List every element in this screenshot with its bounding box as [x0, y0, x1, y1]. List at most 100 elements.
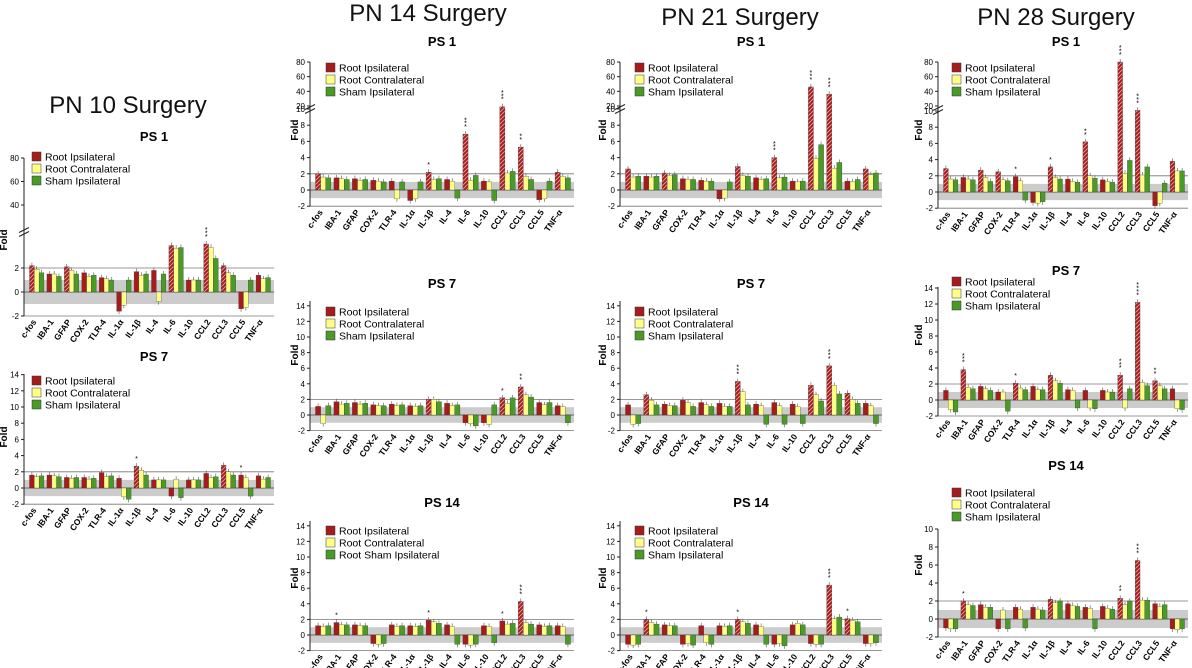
bar-sham-ipsilateral-6	[745, 176, 751, 191]
legend-swatch-root-ipsilateral	[951, 62, 962, 73]
bar-root-contralateral-0	[948, 618, 954, 630]
bar-sham-ipsilateral-9	[491, 634, 497, 643]
significance-marker: *	[962, 591, 965, 598]
y-tick-label: 80	[296, 58, 305, 67]
bar-root-ipsilateral-2	[64, 477, 70, 489]
bar-root-contralateral-3	[375, 180, 382, 191]
bar-root-contralateral-8	[1087, 399, 1093, 409]
bar-root-ipsilateral-12	[238, 474, 244, 489]
bar-sham-ipsilateral-0	[325, 625, 332, 636]
chart-title: PS 1	[428, 34, 456, 49]
bar-sham-ipsilateral-1	[653, 176, 660, 191]
bar-root-contralateral-3	[86, 276, 92, 293]
bar-sham-ipsilateral-9	[800, 414, 806, 424]
bar-root-contralateral-3	[685, 634, 691, 644]
bar-sham-ipsilateral-4	[708, 180, 715, 191]
bar-root-contralateral-6	[1052, 177, 1058, 193]
x-tick-label: COX-2	[982, 417, 1005, 444]
bar-sham-ipsilateral-12	[854, 179, 861, 191]
bar-root-contralateral-2	[69, 270, 75, 293]
legend-swatch-root-ipsilateral	[951, 276, 962, 287]
bar-root-contralateral-11	[831, 618, 837, 636]
legend-swatch-root-ipsilateral	[31, 375, 42, 386]
bar-root-contralateral-9	[1105, 181, 1111, 193]
y-tick-label: 2	[301, 395, 306, 404]
y-tick-label: 6	[611, 364, 616, 373]
bar-root-ipsilateral-8	[1082, 141, 1088, 193]
bar-root-contralateral-4	[394, 405, 400, 416]
x-tick-label: TNF-α	[542, 651, 565, 668]
x-tick-label: IL-10	[780, 652, 800, 668]
bar-root-ipsilateral-2	[978, 386, 984, 401]
bar-root-ipsilateral-4	[389, 180, 395, 191]
x-tick-label: IL-1β	[725, 432, 745, 454]
y-tick-label: 6	[611, 584, 616, 593]
bar-root-ipsilateral-7	[444, 624, 450, 636]
bar-sham-ipsilateral-4	[108, 475, 114, 489]
column-title-pn28: PN 28 Surgery	[977, 4, 1135, 31]
x-tick-label: TLR-4	[686, 207, 708, 233]
bar-root-ipsilateral-2	[978, 169, 984, 193]
x-tick-label: TLR-4	[377, 207, 399, 233]
bar-sham-ipsilateral-4	[399, 181, 405, 191]
x-tick-label: CCL3	[209, 505, 230, 529]
x-tick-label: IL-1α	[706, 207, 726, 230]
bar-sham-ipsilateral-11	[1144, 599, 1150, 620]
bar-root-contralateral-8	[173, 247, 179, 293]
x-tick-label: IL-1α	[397, 431, 417, 454]
legend-label: Root Ipsilateral	[648, 63, 718, 75]
bar-sham-ipsilateral-6	[436, 178, 442, 191]
bar-sham-ipsilateral-10	[509, 623, 516, 636]
x-tick-label: IL-4	[1057, 638, 1074, 656]
x-tick-label: CCL3	[507, 207, 528, 231]
bar-root-ipsilateral-2	[352, 402, 358, 416]
legend-swatch-sham-ipsilateral	[325, 330, 336, 341]
bar-root-ipsilateral-5	[716, 625, 723, 636]
y-axis-label: Fold	[290, 119, 301, 140]
y-tick-label: 4	[611, 380, 616, 389]
bar-root-contralateral-7	[156, 291, 162, 302]
bar-root-contralateral-10	[1122, 604, 1128, 620]
bar-root-ipsilateral-3	[680, 178, 686, 191]
bar-root-ipsilateral-4	[698, 625, 704, 636]
x-tick-label: IL-6	[455, 207, 472, 225]
y-tick-label: 60	[10, 178, 19, 187]
bar-root-ipsilateral-13	[255, 275, 262, 293]
x-tick-label: c-fos	[615, 652, 635, 668]
bar-root-ipsilateral-3	[995, 171, 1001, 193]
bar-root-ipsilateral-11	[826, 94, 832, 191]
bar-sham-ipsilateral-10	[1127, 600, 1133, 620]
bar-root-ipsilateral-11	[221, 465, 227, 489]
significance-marker: *	[135, 456, 138, 463]
significance-marker: *	[645, 609, 648, 616]
bar-sham-ipsilateral-1	[344, 403, 350, 416]
x-tick-label: IL-1β	[1037, 210, 1057, 232]
x-tick-label: COX-2	[982, 209, 1005, 236]
y-tick-label: -2	[608, 427, 616, 436]
y-tick-label: 2	[15, 264, 20, 273]
bar-root-contralateral-10	[813, 158, 819, 191]
bar-root-ipsilateral-10	[203, 473, 209, 489]
bar-root-contralateral-1	[648, 622, 655, 636]
x-tick-label: IL-4	[437, 207, 454, 225]
bar-root-contralateral-9	[486, 181, 492, 191]
y-tick-label: 0	[929, 396, 934, 405]
bar-root-ipsilateral-8	[462, 133, 469, 191]
bar-root-ipsilateral-1	[643, 619, 650, 636]
bar-root-contralateral-12	[849, 620, 856, 636]
bar-root-ipsilateral-7	[1065, 389, 1071, 401]
chart-pn10-ps7: PS 7Fold-202468101214c-fosIBA-1GFAPCOX-2…	[0, 349, 274, 533]
bar-root-contralateral-0	[320, 414, 326, 424]
y-tick-label: 4	[611, 154, 616, 163]
y-tick-label: 80	[10, 154, 19, 163]
bar-root-contralateral-9	[486, 414, 492, 425]
significance-marker: ***	[501, 90, 504, 104]
y-tick-label: 2	[929, 380, 934, 389]
y-tick-label: 0	[929, 188, 934, 197]
chart-title: PS 1	[1052, 34, 1080, 49]
significance-marker: ***	[962, 353, 965, 367]
x-tick-label: CCL3	[815, 207, 836, 231]
y-tick-label: 40	[924, 87, 933, 96]
x-tick-label: IL-4	[746, 432, 763, 450]
y-tick-label: 8	[611, 569, 616, 578]
